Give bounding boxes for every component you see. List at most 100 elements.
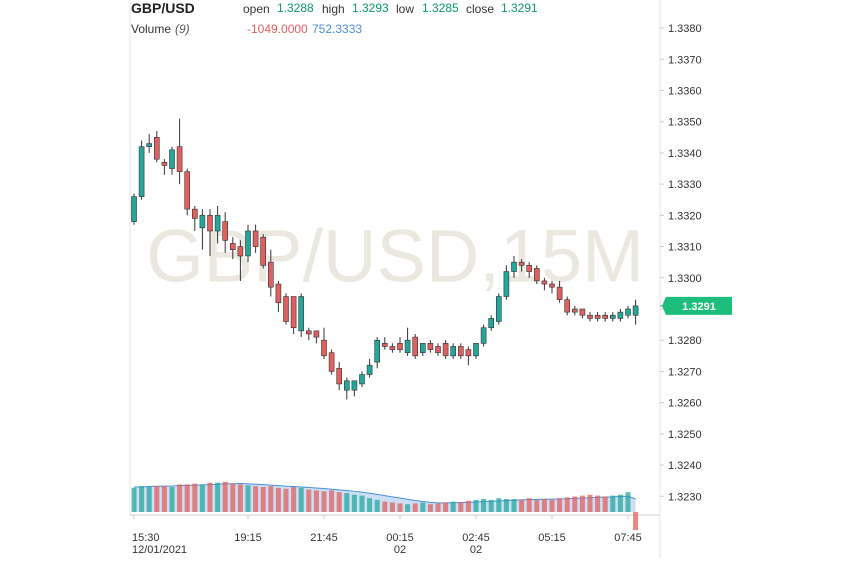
volume-bar — [488, 499, 494, 512]
y-tick-label: 1.3350 — [668, 117, 702, 129]
volume-bar — [519, 499, 525, 512]
y-tick-label: 1.3230 — [668, 491, 702, 503]
candle-body — [351, 380, 358, 391]
volume-bar — [275, 487, 281, 512]
volume-bar — [405, 504, 411, 512]
volume-bar — [199, 484, 205, 512]
ohlc-value: 1.3285 — [422, 1, 459, 15]
last-price-box — [662, 296, 732, 315]
candle-body — [404, 339, 411, 353]
volume-bar — [139, 486, 145, 512]
x-tick-label: 15:30 — [132, 532, 160, 544]
volume-bar — [397, 503, 403, 512]
candle-body — [571, 308, 578, 313]
volume-bar — [511, 499, 517, 512]
x-tick-sublabel: 02 — [394, 544, 406, 556]
volume-bar — [595, 495, 601, 512]
candle-body — [526, 265, 533, 272]
volume-bar — [374, 499, 380, 512]
candle-body — [184, 171, 190, 210]
volume-bar — [473, 499, 479, 512]
volume-bar — [298, 487, 304, 512]
volume-bar — [207, 482, 213, 512]
volume-bar — [237, 484, 243, 512]
candle-body — [283, 296, 289, 322]
x-tick-sublabel: 12/01/2021 — [132, 544, 187, 556]
volume-bar — [450, 501, 456, 512]
volume-bar — [427, 504, 433, 512]
volume-ma-area — [134, 483, 636, 512]
candle-body — [419, 343, 426, 353]
volume-bar — [291, 487, 297, 512]
volume-bar — [412, 503, 418, 512]
y-tick-label: 1.3260 — [668, 398, 702, 410]
candle-body — [328, 352, 335, 372]
volume-bar — [389, 502, 395, 512]
candle-body — [138, 146, 145, 197]
candle-body — [579, 308, 586, 316]
candle-body — [131, 196, 137, 222]
volume-bar — [222, 481, 228, 512]
y-tick-label: 1.3380 — [668, 23, 702, 35]
candle-body — [275, 283, 282, 304]
ohlc-label: close — [466, 2, 494, 16]
candle-body — [488, 318, 495, 329]
volume-bar — [534, 499, 540, 512]
candle-body — [594, 314, 601, 319]
volume-bar — [306, 489, 312, 512]
volume-bar — [602, 496, 608, 512]
volume-bar — [564, 497, 570, 512]
y-tick-label: 1.3340 — [668, 148, 702, 160]
candle-body — [549, 283, 555, 288]
volume-bar — [541, 499, 547, 512]
ohlc-value: 1.3288 — [277, 1, 314, 15]
candle-body — [207, 215, 213, 232]
volume-bar — [321, 491, 327, 512]
y-tick-label: 1.3320 — [668, 210, 702, 222]
x-tick-label: 02:45 — [462, 532, 490, 544]
candle-body — [442, 343, 449, 357]
candle-body — [260, 236, 267, 266]
y-tick-label: 1.3310 — [668, 242, 702, 254]
volume-bar — [146, 487, 152, 512]
x-tick-label: 07:45 — [614, 532, 642, 544]
candle-body — [602, 314, 609, 319]
volume-bar — [359, 495, 365, 512]
candle-body — [617, 311, 624, 319]
candle-body — [412, 336, 419, 357]
volume-bar — [443, 502, 449, 512]
candle-body — [541, 280, 548, 285]
ohlc-label: open — [243, 2, 270, 16]
volume-bar — [435, 503, 441, 512]
candle-body — [336, 368, 343, 385]
volume-bar — [253, 486, 259, 512]
candle-body — [267, 261, 274, 288]
candle-body — [313, 330, 320, 338]
volume-bar — [503, 499, 509, 512]
volume-bar — [268, 486, 274, 512]
candle-body — [305, 330, 312, 335]
candle-body — [222, 221, 228, 241]
volume-bar — [161, 486, 167, 512]
candle-body — [298, 296, 305, 332]
candle-body — [564, 299, 571, 313]
candle-body — [321, 339, 327, 357]
volume-bar — [557, 498, 563, 512]
candle-body — [427, 343, 434, 350]
candle-body — [230, 243, 236, 250]
candle-body — [366, 364, 373, 375]
y-tick-label: 1.3250 — [668, 429, 702, 441]
volume-ma-value: 752.3333 — [312, 22, 362, 36]
y-tick-label: 1.3300 — [668, 273, 702, 285]
volume-bar — [313, 490, 319, 512]
volume-bar — [367, 498, 373, 512]
header: GBP/USD open 1.3288 high 1.3293 low 1.32… — [131, 0, 538, 36]
volume-bar — [382, 501, 388, 512]
volume-bar — [215, 482, 221, 512]
candle-body — [625, 308, 631, 316]
candle-body — [609, 314, 616, 319]
volume-bar — [610, 495, 616, 512]
candle-body — [533, 268, 540, 282]
